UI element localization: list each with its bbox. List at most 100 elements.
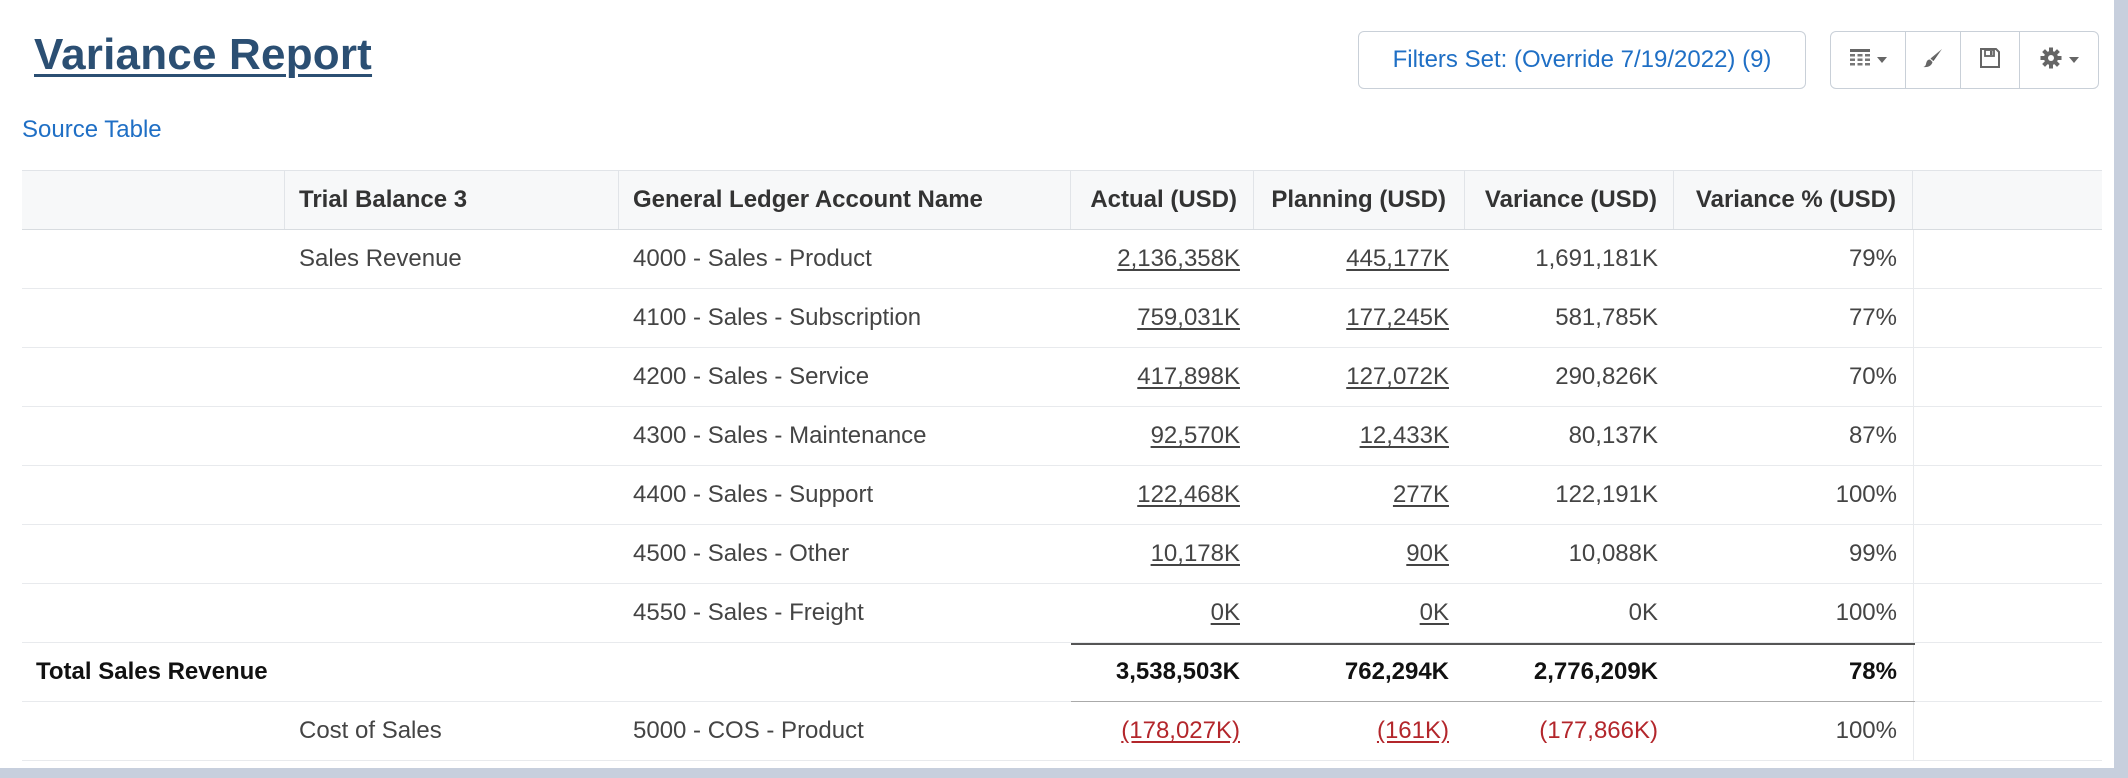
planning-cell: 277K [1254, 466, 1465, 524]
brush-icon [1922, 47, 1944, 74]
planning-link[interactable]: 127,072K [1346, 363, 1449, 390]
column-header-account-name[interactable]: General Ledger Account Name [619, 171, 1071, 229]
planning-link[interactable]: 0K [1419, 599, 1449, 626]
table-row: 4500 - Sales - Other 10,178K 90K 10,088K… [22, 525, 2102, 584]
column-header-filler [1913, 171, 2102, 229]
row-filler [1913, 702, 2102, 760]
row-filler [1913, 230, 2102, 288]
actual-link[interactable]: 10,178K [1150, 540, 1240, 567]
actual-cell: 92,570K [1071, 407, 1254, 465]
row-filler [1913, 348, 2102, 406]
account-name-cell: 4550 - Sales - Freight [633, 599, 864, 626]
variance-cell: 122,191K [1555, 481, 1658, 508]
chevron-down-icon [2069, 57, 2079, 63]
planning-cell: 177,245K [1254, 289, 1465, 347]
trial-balance-cell [285, 289, 619, 347]
table-row: Cost of Sales 5000 - COS - Product (178,… [22, 702, 2102, 761]
actual-cell: 0K [1071, 584, 1254, 642]
row-spacer [22, 584, 285, 642]
table-header: Trial Balance 3 General Ledger Account N… [22, 170, 2102, 230]
chevron-down-icon [1877, 57, 1887, 63]
actual-link[interactable]: 759,031K [1137, 304, 1240, 331]
variance-pct-cell: 77% [1848, 304, 1897, 331]
actual-link[interactable]: (178,027K) [1121, 717, 1240, 744]
filters-button[interactable]: Filters Set: (Override 7/19/2022) (9) [1358, 31, 1806, 89]
format-button[interactable] [1906, 32, 1961, 88]
variance-cell: 80,137K [1568, 422, 1658, 449]
account-name-cell: 4500 - Sales - Other [633, 540, 850, 567]
table-row: 4550 - Sales - Freight 0K 0K 0K 100% [22, 584, 2102, 643]
save-button[interactable] [1961, 32, 2020, 88]
row-filler [1913, 407, 2102, 465]
row-filler [1913, 643, 2102, 701]
variance-cell: 290,826K [1555, 363, 1658, 390]
row-spacer [22, 289, 285, 347]
actual-cell: 2,136,358K [1071, 230, 1254, 288]
actual-link[interactable]: 92,570K [1150, 422, 1240, 449]
planning-link[interactable]: 277K [1392, 481, 1449, 508]
actual-link[interactable]: 417,898K [1137, 363, 1240, 390]
total-row: Total Sales Revenue 3,538,503K 762,294K … [22, 643, 2102, 702]
trial-balance-cell: Cost of Sales [299, 717, 442, 744]
row-spacer [22, 407, 285, 465]
column-header-trial-balance[interactable]: Trial Balance 3 [285, 171, 619, 229]
total-variance-pct: 78% [1848, 658, 1897, 685]
account-name-cell: 4200 - Sales - Service [633, 363, 870, 390]
settings-button[interactable] [2020, 32, 2098, 88]
variance-pct-cell: 79% [1848, 245, 1897, 272]
planning-link[interactable]: 445,177K [1346, 245, 1449, 272]
planning-link[interactable]: (161K) [1376, 717, 1449, 744]
table-row: 4100 - Sales - Subscription 759,031K 177… [22, 289, 2102, 348]
account-name-cell: 4400 - Sales - Support [633, 481, 874, 508]
account-name-cell: 4100 - Sales - Subscription [633, 304, 922, 331]
actual-link[interactable]: 0K [1210, 599, 1240, 626]
table-row: Sales Revenue 4000 - Sales - Product 2,1… [22, 230, 2102, 289]
row-filler [1913, 466, 2102, 524]
page-title[interactable]: Variance Report [34, 30, 373, 79]
total-top-rule [1071, 643, 1915, 645]
actual-link[interactable]: 122,468K [1137, 481, 1240, 508]
variance-table: Trial Balance 3 General Ledger Account N… [22, 170, 2102, 761]
report-toolbar [1830, 31, 2099, 89]
save-icon [1979, 47, 2001, 74]
planning-link[interactable]: 177,245K [1346, 304, 1449, 331]
total-bottom-rule [1071, 701, 1915, 702]
variance-cell: 10,088K [1568, 540, 1658, 567]
row-spacer [22, 525, 285, 583]
row-filler [1913, 584, 2102, 642]
column-header-planning[interactable]: Planning (USD) [1254, 171, 1465, 229]
planning-cell: 90K [1254, 525, 1465, 583]
actual-cell: 759,031K [1071, 289, 1254, 347]
variance-cell: 1,691,181K [1535, 245, 1658, 272]
variance-cell: (177,866K) [1539, 717, 1658, 744]
variance-pct-cell: 87% [1848, 422, 1897, 449]
variance-cell: 0K [1628, 599, 1658, 626]
variance-pct-cell: 100% [1835, 717, 1897, 744]
table-row: 4300 - Sales - Maintenance 92,570K 12,43… [22, 407, 2102, 466]
column-header-actual[interactable]: Actual (USD) [1071, 171, 1254, 229]
actual-link[interactable]: 2,136,358K [1117, 245, 1240, 272]
column-header-variance[interactable]: Variance (USD) [1465, 171, 1674, 229]
total-label: Total Sales Revenue [36, 658, 268, 685]
account-name-cell: 4300 - Sales - Maintenance [633, 422, 927, 449]
row-filler [1913, 525, 2102, 583]
planning-cell: (161K) [1254, 702, 1465, 760]
actual-cell: 122,468K [1071, 466, 1254, 524]
account-name-cell: 4000 - Sales - Product [633, 245, 872, 272]
planning-link[interactable]: 12,433K [1359, 422, 1449, 449]
row-spacer [22, 230, 285, 288]
column-header-variance-pct[interactable]: Variance % (USD) [1674, 171, 1913, 229]
row-spacer [22, 466, 285, 524]
column-header-blank[interactable] [22, 171, 285, 229]
trial-balance-cell [285, 348, 619, 406]
source-table-link[interactable]: Source Table [22, 116, 162, 143]
actual-cell: (178,027K) [1071, 702, 1254, 760]
account-name-cell: 5000 - COS - Product [633, 717, 864, 744]
row-filler [1913, 289, 2102, 347]
actual-cell: 417,898K [1071, 348, 1254, 406]
planning-cell: 12,433K [1254, 407, 1465, 465]
table-view-button[interactable] [1831, 32, 1906, 88]
trial-balance-cell [285, 584, 619, 642]
planning-link[interactable]: 90K [1406, 540, 1449, 567]
total-actual: 3,538,503K [1115, 658, 1240, 685]
